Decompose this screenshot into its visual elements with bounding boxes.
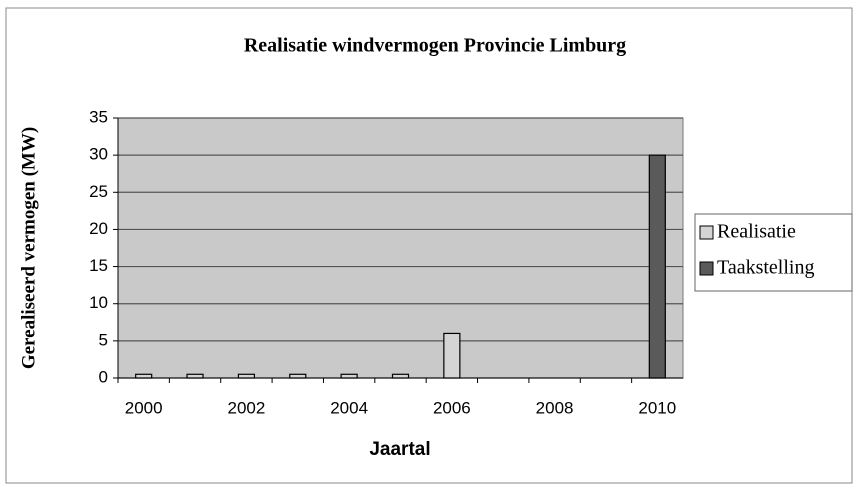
bar [289,373,307,379]
y-tick-label: 5 [99,330,108,349]
x-axis-label: Jaartal [369,439,430,460]
x-tick-label: 2006 [433,398,471,417]
y-axis-label: Gerealiseerd vermogen (MW) [18,127,39,369]
x-tick-label: 2008 [536,398,574,417]
x-tick-label: 2002 [227,398,265,417]
bar [443,332,461,379]
x-tick-label: 2004 [330,398,368,417]
legend [694,213,853,292]
bar [237,373,256,379]
y-tick-label: 0 [99,367,108,386]
chart-title: Realisatie windvermogen Provincie Limbur… [244,35,626,57]
y-tick-label: 10 [89,293,108,312]
bar [391,373,410,379]
bar [648,154,666,379]
y-tick-label: 30 [89,145,108,164]
legend-swatch [699,225,714,240]
y-tick-label: 15 [89,256,108,275]
bar [340,373,358,379]
bar [186,373,204,379]
y-tick-label: 20 [89,219,108,238]
legend-swatch [699,261,714,276]
y-tick-label: 25 [89,182,108,201]
y-tick-label: 35 [89,107,108,126]
legend-label: Realisatie [717,221,796,243]
bar [135,373,153,379]
x-tick-label: 2010 [638,398,676,417]
legend-label: Taakstelling [717,257,814,279]
x-tick-label: 2000 [125,398,163,417]
plot-area [117,117,684,379]
